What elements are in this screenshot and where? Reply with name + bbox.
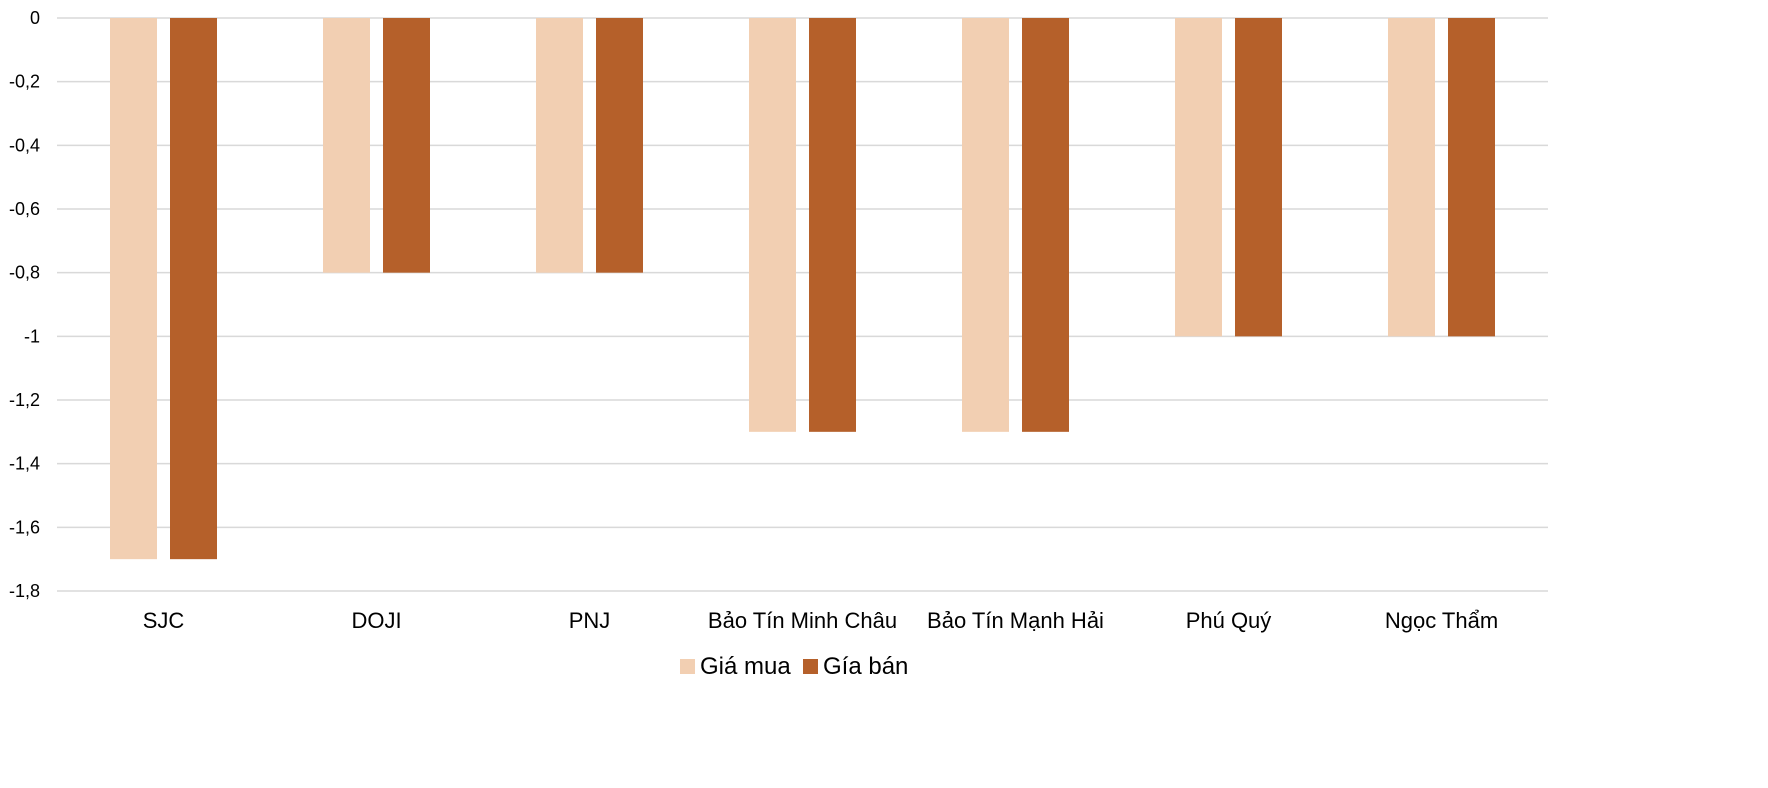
y-tick-label: -1,4 (9, 454, 40, 474)
y-tick-label: -0,6 (9, 199, 40, 219)
bar-gia-ban (1448, 18, 1495, 337)
bar-gia-ban (1022, 18, 1069, 432)
bar-gia-mua (962, 18, 1009, 432)
x-category-label: PNJ (569, 608, 611, 633)
x-category-label: Bảo Tín Mạnh Hải (927, 608, 1104, 633)
y-tick-label: -0,8 (9, 263, 40, 283)
y-tick-label: -0,4 (9, 135, 40, 155)
bar-gia-mua (1388, 18, 1435, 337)
bar-gia-ban (1235, 18, 1282, 337)
y-tick-label: -1 (24, 326, 40, 346)
bar-gia-ban (809, 18, 856, 432)
bar-gia-mua (749, 18, 796, 432)
bars (110, 18, 1495, 560)
bar-gia-ban (170, 18, 217, 560)
gridlines (57, 17, 1548, 592)
bar-gia-mua (323, 18, 370, 273)
bar-gia-mua (110, 18, 157, 560)
y-tick-label: -1,6 (9, 517, 40, 537)
legend: Giá mua Gía bán (680, 653, 908, 680)
x-category-label: Ngọc Thẩm (1385, 608, 1498, 633)
legend-label: Gía bán (823, 653, 908, 680)
legend-label: Giá mua (700, 653, 791, 680)
bar-gia-mua (1175, 18, 1222, 337)
y-tick-label: -1,8 (9, 581, 40, 601)
bar-gia-ban (596, 18, 643, 273)
x-axis-labels: SJC DOJI PNJ Bảo Tín Minh Châu Bảo Tín Mạnh … (143, 608, 1498, 633)
x-category-label: SJC (143, 608, 185, 633)
bar-gia-mua (536, 18, 583, 273)
x-category-label: Phú Quý (1186, 608, 1272, 633)
x-category-label: Bảo Tín Minh Châu (708, 608, 897, 633)
legend-swatch (680, 659, 695, 674)
legend-swatch (803, 659, 818, 674)
x-category-label: DOJI (351, 608, 401, 633)
bar-gia-ban (383, 18, 430, 273)
y-tick-label: -0,2 (9, 72, 40, 92)
y-tick-label: 0 (30, 8, 40, 28)
y-tick-label: -1,2 (9, 390, 40, 410)
y-axis-ticks: 0 -0,2 -0,4 -0,6 -0,8 -1 -1,2 -1,4 -1,6 -1,8 (9, 8, 40, 601)
